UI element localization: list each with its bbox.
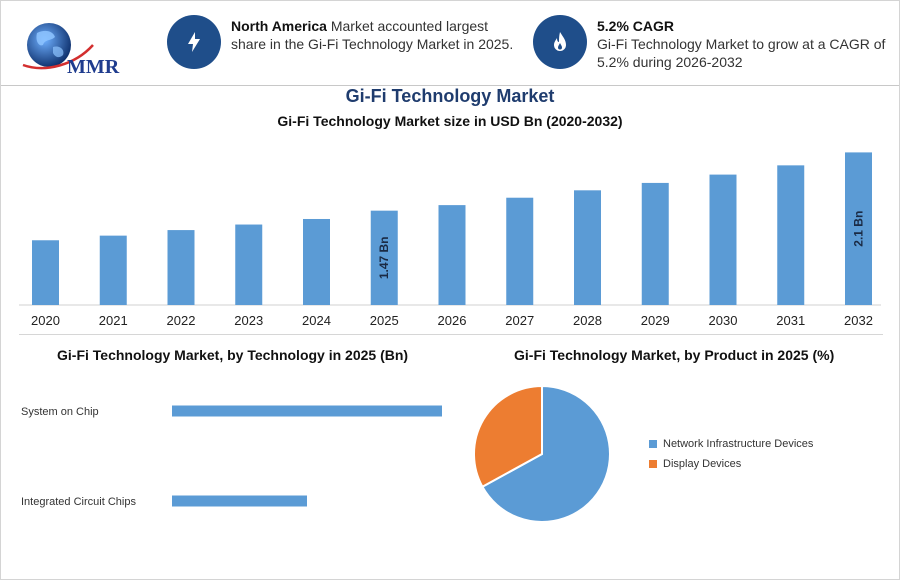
bar-2032: [845, 152, 872, 305]
x-tick-label-2031: 2031: [776, 313, 805, 328]
mmr-logo: MMR: [15, 15, 145, 81]
info-1-bold: North America: [231, 18, 327, 34]
info-1-line1: Market accounted largest: [326, 18, 489, 34]
x-tick-label-2030: 2030: [709, 313, 738, 328]
chart-subtitle: Gi-Fi Technology Market size in USD Bn (…: [277, 113, 623, 129]
flame-icon: [554, 32, 566, 51]
info-2-line1: Gi-Fi Technology Market to grow at a CAG…: [597, 36, 886, 52]
tech-bar-0: [172, 405, 442, 417]
pie-slice-1: [473, 384, 543, 489]
bar-2031: [777, 165, 805, 305]
product-pie-chart: [473, 384, 611, 523]
x-tick-label-2027: 2027: [505, 313, 534, 328]
bar-2021: [99, 235, 127, 305]
info-2-text: 5.2% CAGR Gi-Fi Technology Market to gro…: [597, 17, 897, 71]
pie-slice-0: [481, 384, 611, 523]
tech-bar-1: [172, 495, 307, 507]
bar-2026: [438, 205, 466, 305]
bar-2020: [32, 240, 59, 305]
x-tick-label-2020: 2020: [31, 313, 60, 328]
category-label-1: Integrated Circuit Chips: [21, 496, 136, 508]
x-tick-label-2032: 2032: [844, 313, 873, 328]
legend-swatch-network: [649, 440, 657, 448]
data-label-2032: 2.1 Bn: [852, 211, 866, 247]
bar-2029: [641, 182, 669, 305]
x-tick-label-2022: 2022: [167, 313, 196, 328]
bar-2030: [709, 174, 737, 305]
x-tick-label-2028: 2028: [573, 313, 602, 328]
section-divider: [19, 334, 883, 335]
info-1-line2: share in the Gi-Fi Technology Market in …: [231, 36, 514, 52]
bar-2023: [235, 224, 263, 305]
data-label-2025: 1.47 Bn: [377, 236, 391, 279]
x-tick-label-2026: 2026: [438, 313, 467, 328]
x-tick-label-2029: 2029: [641, 313, 670, 328]
category-label-0: System on Chip: [21, 406, 99, 418]
info-2-badge: [533, 15, 587, 69]
legend-item-display: Display Devices: [649, 458, 741, 470]
technology-bar-chart: System on Chip Integrated Circuit Chips: [21, 405, 442, 508]
product-chart-title: Gi-Fi Technology Market, by Product in 2…: [514, 347, 835, 363]
bar-2028: [574, 190, 601, 305]
market-size-bar-chart: 2020 2021 2022 2023 2024 2025 1.47 Bn 2026 2027 2…: [19, 152, 881, 328]
x-tick-label-2024: 2024: [302, 313, 331, 328]
legend-item-network: Network Infrastructure Devices: [649, 438, 813, 450]
info-2-line2: 5.2% during 2026-2032: [597, 54, 743, 70]
bar-2027: [506, 197, 534, 305]
chart-title: Gi-Fi Technology Market: [345, 86, 555, 106]
bar-2025: [370, 210, 398, 305]
info-1-badge: [167, 15, 221, 69]
info-1-text: North America Market accounted largest s…: [231, 17, 521, 53]
logo-text: MMR: [67, 56, 120, 78]
x-tick-label-2021: 2021: [99, 313, 128, 328]
globe-logo-icon: MMR: [22, 23, 120, 78]
legend-label-display: Display Devices: [663, 458, 742, 470]
header-divider: [1, 85, 899, 86]
bar-2022: [167, 230, 195, 305]
bar-2024: [303, 218, 330, 305]
x-tick-label-2023: 2023: [234, 313, 263, 328]
info-2-bold: 5.2% CAGR: [597, 18, 675, 34]
lightning-icon: [188, 32, 200, 52]
technology-chart-title: Gi-Fi Technology Market, by Technology i…: [57, 347, 409, 363]
legend-label-network: Network Infrastructure Devices: [663, 438, 814, 450]
x-tick-label-2025: 2025: [370, 313, 399, 328]
legend-swatch-display: [649, 460, 657, 468]
